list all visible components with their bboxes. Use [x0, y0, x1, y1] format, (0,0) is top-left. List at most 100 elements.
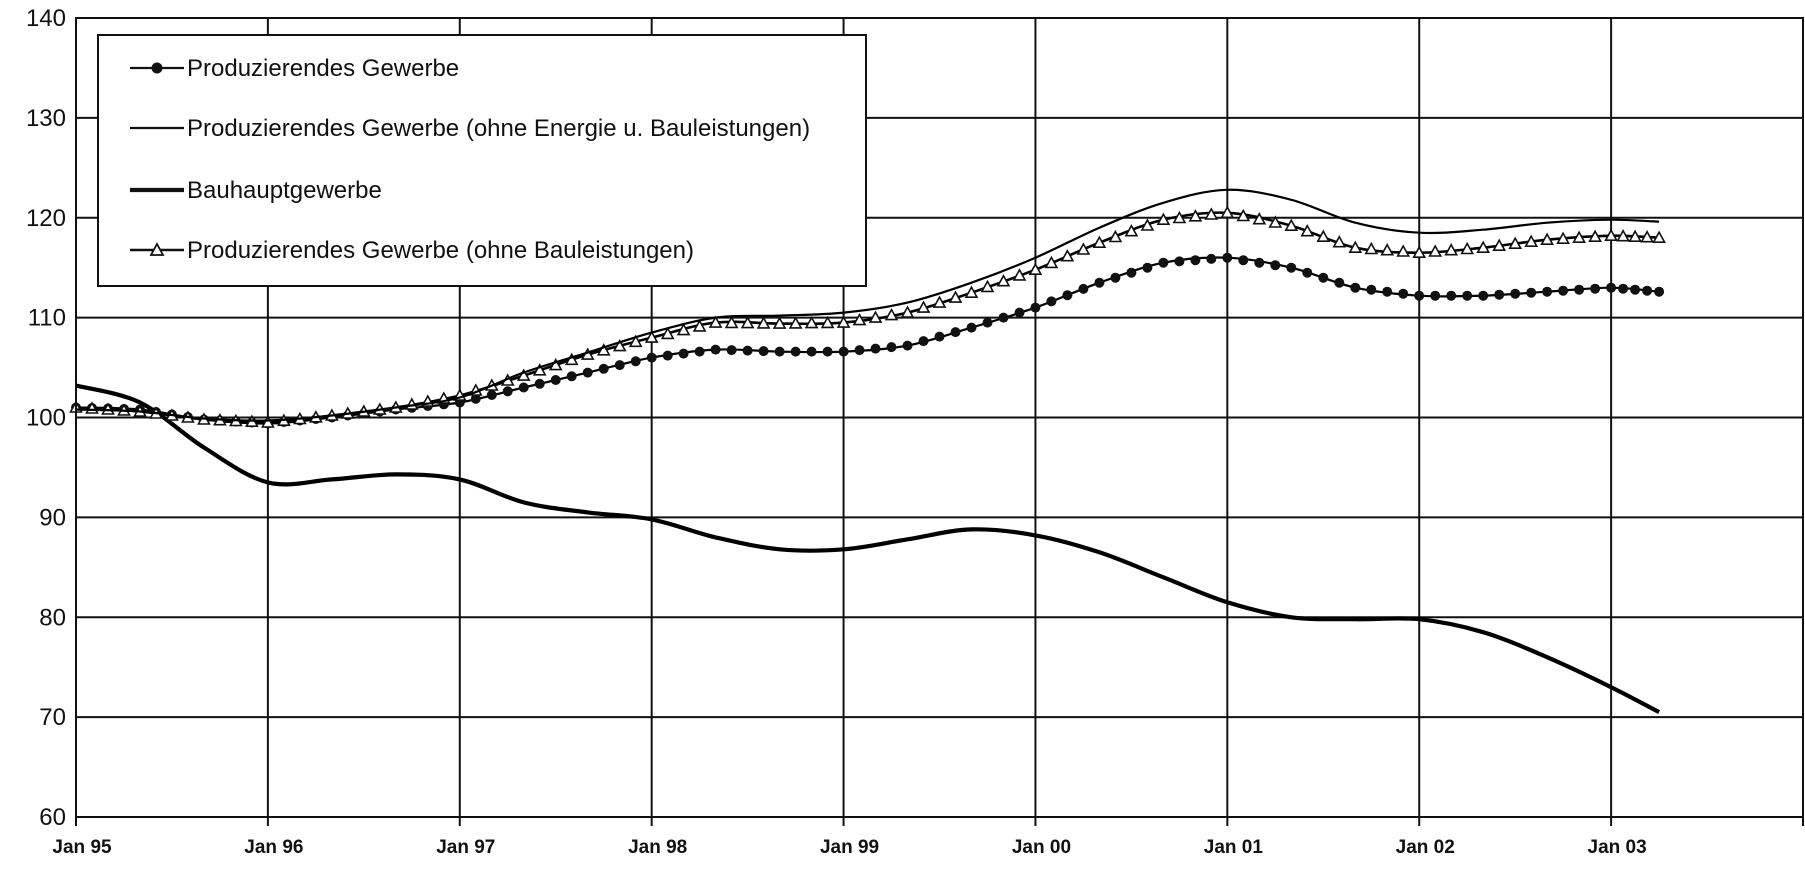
data-point-ohne-bauleistungen: [1524, 234, 1539, 247]
data-point-ohne-bauleistungen: [1652, 230, 1666, 243]
x-tick-label: Jan 95: [52, 837, 112, 858]
data-point-produzierendes-gewerbe: [758, 346, 769, 357]
data-point-produzierendes-gewerbe: [1574, 284, 1585, 295]
data-point-produzierendes-gewerbe: [534, 378, 545, 389]
legend-item-produzierendes-gewerbe: Produzierendes Gewerbe: [130, 55, 459, 82]
legend: Produzierendes Gewerbe Produzierendes Gew…: [97, 34, 867, 287]
data-point-produzierendes-gewerbe: [854, 345, 865, 356]
data-point-ohne-bauleistungen: [1428, 244, 1443, 257]
data-point-produzierendes-gewerbe: [1094, 277, 1105, 288]
x-axis-ticks: Jan 95 Jan 96 Jan 97 Jan 98 Jan 99 Jan 00 Jan …: [52, 817, 1804, 858]
data-point-produzierendes-gewerbe: [886, 342, 897, 353]
data-point-ohne-bauleistungen: [1628, 229, 1642, 242]
data-point-ohne-bauleistungen: [820, 315, 835, 329]
series-layer: [69, 188, 1666, 714]
data-point-produzierendes-gewerbe: [1238, 255, 1249, 266]
data-point-produzierendes-gewerbe: [502, 386, 513, 397]
data-point-ohne-bauleistungen: [532, 363, 547, 376]
data-point-ohne-bauleistungen: [1588, 229, 1602, 242]
data-point-ohne-bauleistungen: [516, 368, 531, 381]
data-point-produzierendes-gewerbe: [1014, 307, 1025, 318]
data-point-produzierendes-gewerbe: [1430, 290, 1441, 301]
y-tick-label: 120: [26, 205, 66, 232]
data-point-ohne-bauleistungen: [1236, 208, 1251, 222]
data-point-ohne-bauleistungen: [1188, 209, 1203, 222]
data-point-produzierendes-gewerbe: [1558, 285, 1569, 296]
data-point-ohne-bauleistungen: [900, 305, 915, 318]
data-point-produzierendes-gewerbe: [950, 327, 961, 338]
data-point-ohne-bauleistungen: [1444, 243, 1459, 256]
data-point-ohne-bauleistungen: [1348, 240, 1363, 253]
data-point-produzierendes-gewerbe: [998, 312, 1009, 323]
data-point-produzierendes-gewerbe: [1478, 290, 1489, 301]
data-point-ohne-bauleistungen: [596, 343, 611, 356]
data-point-produzierendes-gewerbe: [1318, 272, 1329, 283]
data-point-produzierendes-gewerbe: [982, 317, 993, 328]
data-point-ohne-bauleistungen: [261, 415, 275, 428]
plot-frame: [75, 17, 1804, 818]
legend-box: [97, 34, 867, 287]
data-point-ohne-bauleistungen: [676, 322, 691, 336]
data-point-produzierendes-gewerbe: [1302, 267, 1313, 278]
data-point-ohne-bauleistungen: [804, 315, 819, 329]
data-point-produzierendes-gewerbe: [710, 344, 721, 355]
data-point-produzierendes-gewerbe: [1642, 285, 1653, 296]
data-point-ohne-bauleistungen: [1012, 268, 1027, 281]
data-point-ohne-bauleistungen: [1364, 241, 1379, 255]
data-point-produzierendes-gewerbe: [918, 336, 929, 347]
series-line-ohne-energie-bauleistungen: [75, 188, 1660, 422]
data-point-produzierendes-gewerbe: [1606, 282, 1617, 293]
data-point-produzierendes-gewerbe: [966, 322, 977, 333]
series-ohne-energie-bauleistungen: [75, 188, 1660, 422]
data-point-ohne-bauleistungen: [1124, 224, 1139, 237]
data-point-ohne-bauleistungen: [1268, 215, 1283, 228]
data-point-ohne-bauleistungen: [1412, 245, 1427, 258]
data-point-produzierendes-gewerbe: [1350, 282, 1361, 293]
data-point-ohne-bauleistungen: [644, 330, 659, 343]
data-point-produzierendes-gewerbe: [550, 375, 561, 385]
data-point-ohne-bauleistungen: [1556, 231, 1570, 244]
data-point-produzierendes-gewerbe: [1526, 287, 1537, 298]
data-point-ohne-bauleistungen: [1616, 229, 1630, 242]
data-point-produzierendes-gewerbe: [1618, 283, 1629, 294]
data-point-ohne-bauleistungen: [756, 316, 771, 329]
data-point-produzierendes-gewerbe: [1366, 284, 1377, 295]
data-point-produzierendes-gewerbe: [582, 367, 593, 378]
data-point-produzierendes-gewerbe: [822, 346, 833, 357]
data-point-produzierendes-gewerbe: [486, 390, 497, 400]
data-point-ohne-bauleistungen: [1060, 249, 1075, 262]
x-tick-label: Jan 99: [820, 837, 879, 858]
data-point-produzierendes-gewerbe: [1030, 302, 1041, 313]
data-point-produzierendes-gewerbe: [1286, 262, 1297, 273]
data-point-ohne-bauleistungen: [980, 279, 995, 293]
y-tick-label: 60: [39, 804, 66, 831]
data-point-produzierendes-gewerbe: [1254, 257, 1265, 268]
legend-label-ohne-energie-bauleistungen: Produzierendes Gewerbe (ohne Energie u. …: [187, 115, 810, 142]
data-point-ohne-bauleistungen: [916, 300, 931, 313]
legend-label-produzierendes-gewerbe: Produzierendes Gewerbe: [187, 55, 459, 82]
data-point-ohne-bauleistungen: [964, 285, 979, 298]
y-axis-ticks: 60 70 80 90 100 110 120 130 140: [26, 5, 66, 831]
data-point-produzierendes-gewerbe: [1174, 256, 1185, 267]
y-tick-label: 110: [28, 305, 66, 332]
data-point-produzierendes-gewerbe: [646, 352, 657, 363]
data-point-ohne-bauleistungen: [1300, 224, 1315, 237]
data-point-ohne-bauleistungen: [1476, 240, 1491, 253]
data-point-ohne-bauleistungen: [628, 334, 643, 348]
data-point-produzierendes-gewerbe: [1446, 290, 1457, 301]
y-tick-label: 100: [26, 405, 66, 432]
data-point-ohne-bauleistungen: [1028, 262, 1043, 275]
data-point-ohne-bauleistungen: [1076, 242, 1091, 255]
data-point-ohne-bauleistungen: [708, 315, 723, 328]
data-point-produzierendes-gewerbe: [1110, 272, 1121, 283]
y-tick-label: 90: [39, 504, 66, 531]
legend-marker-produzierendes-gewerbe: [151, 62, 163, 74]
data-point-produzierendes-gewerbe: [1158, 257, 1169, 268]
data-point-produzierendes-gewerbe: [1462, 290, 1473, 301]
data-point-produzierendes-gewerbe: [790, 346, 801, 357]
data-point-produzierendes-gewerbe: [902, 340, 913, 351]
data-point-ohne-bauleistungen: [1252, 212, 1267, 225]
x-tick-label: Jan 03: [1588, 837, 1647, 858]
data-point-ohne-bauleistungen: [1108, 229, 1123, 243]
data-point-ohne-bauleistungen: [1172, 210, 1187, 224]
